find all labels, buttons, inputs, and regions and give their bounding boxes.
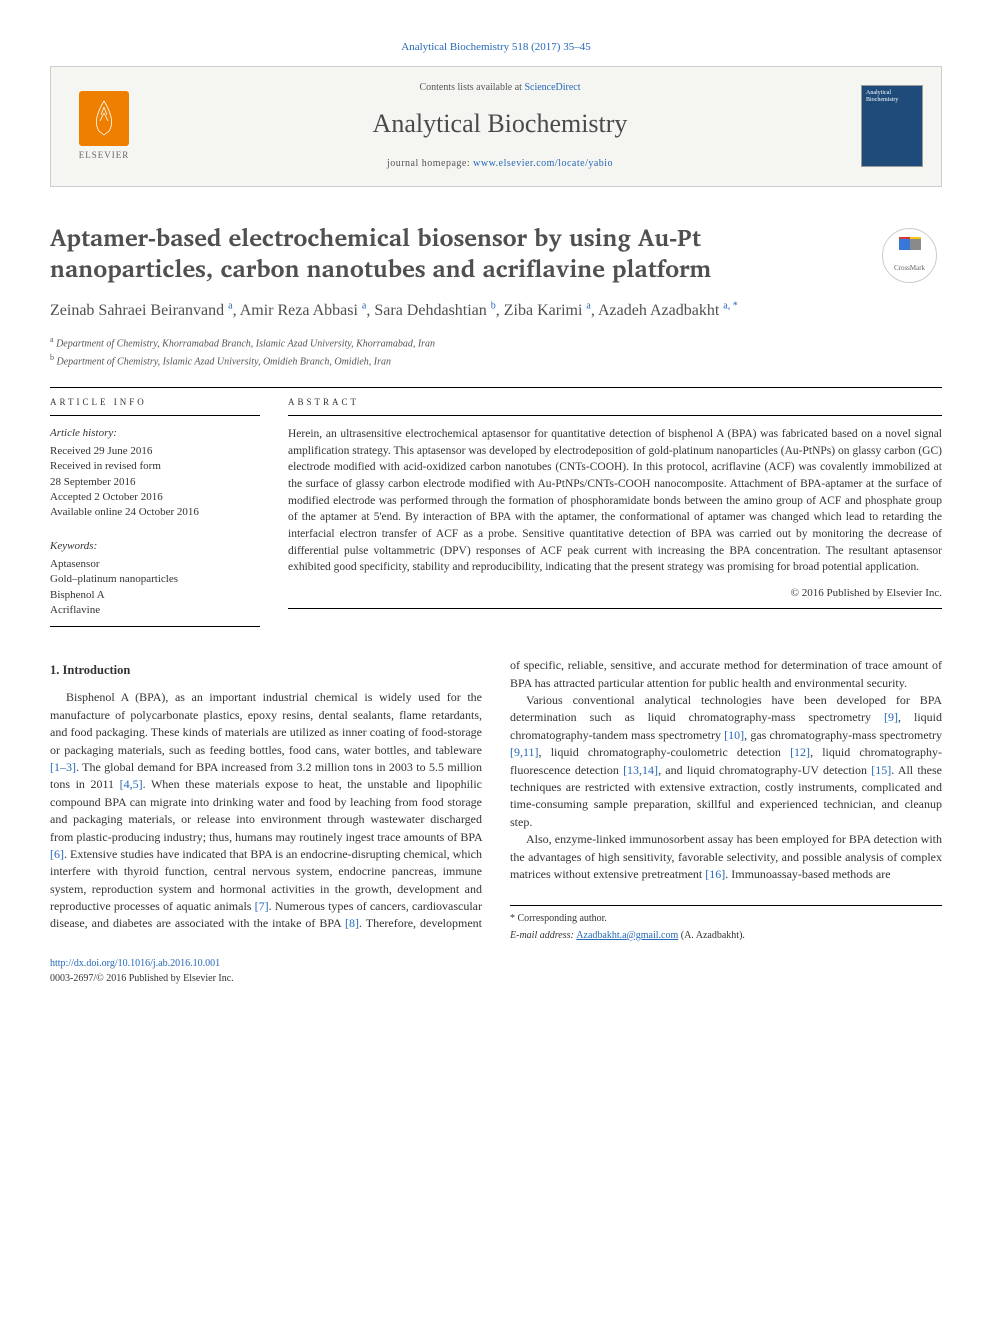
section-1-heading: 1. Introduction [50,661,482,679]
abstract-text: Herein, an ultrasensitive electrochemica… [288,426,942,576]
history-label: Article history: [50,426,260,442]
abstract-column: ABSTRACT Herein, an ultrasensitive elect… [288,396,942,627]
body-paragraph-3: Also, enzyme-linked immunosorbent assay … [510,831,942,883]
authors-list: Zeinab Sahraei Beiranvand a, Amir Reza A… [50,299,942,322]
copyright-line: © 2016 Published by Elsevier Inc. [288,586,942,602]
doi-link[interactable]: http://dx.doi.org/10.1016/j.ab.2016.10.0… [50,958,220,969]
reference-link[interactable]: [15] [871,763,891,777]
cover-title-text: Analytical Biochemistry [866,90,918,104]
journal-header-box: ELSEVIER Contents lists available at Sci… [50,66,942,187]
sciencedirect-link[interactable]: ScienceDirect [524,82,580,93]
email-author: (A. Azadbakht). [678,930,745,941]
history-item: Received in revised form [50,459,260,474]
crossmark-badge[interactable]: CrossMark [882,228,937,283]
contents-available-line: Contents lists available at ScienceDirec… [154,81,846,96]
reference-link[interactable]: [16] [705,867,725,881]
corresponding-author-footer: * Corresponding author. E-mail address: … [510,905,942,943]
keyword-item: Acriflavine [50,603,260,618]
corresponding-email-link[interactable]: Azadbakht.a@gmail.com [576,930,678,941]
crossmark-icon [899,239,921,261]
email-label: E-mail address: [510,930,576,941]
divider [288,608,942,609]
reference-link[interactable]: [1–3] [50,760,76,774]
keywords-label: Keywords: [50,539,260,555]
citation-line: Analytical Biochemistry 518 (2017) 35–45 [50,40,942,56]
elsevier-label: ELSEVIER [79,149,130,162]
keyword-item: Bisphenol A [50,588,260,603]
reference-link[interactable]: [8] [345,916,359,930]
crossmark-label: CrossMark [894,263,925,273]
journal-cover-thumb[interactable]: Analytical Biochemistry [861,85,923,167]
reference-link[interactable]: [6] [50,847,64,861]
issn-line: 0003-2697/© 2016 Published by Elsevier I… [50,972,942,987]
keyword-item: Gold–platinum nanoparticles [50,572,260,587]
reference-link[interactable]: [9] [884,710,898,724]
reference-link[interactable]: [4,5] [120,777,143,791]
history-item: 28 September 2016 [50,475,260,490]
article-info-column: ARTICLE INFO Article history: Received 2… [50,396,260,627]
article-title: Aptamer-based electrochemical biosensor … [50,222,942,284]
corresponding-author-line: * Corresponding author. [510,912,942,927]
affiliations: a Department of Chemistry, Khorramabad B… [50,334,942,369]
homepage-line: journal homepage: www.elsevier.com/locat… [154,157,846,172]
reference-link[interactable]: [13,14] [623,763,658,777]
doi-line: http://dx.doi.org/10.1016/j.ab.2016.10.0… [50,957,942,972]
elsevier-logo[interactable]: ELSEVIER [69,86,139,166]
article-body: 1. Introduction Bisphenol A (BPA), as an… [50,657,942,943]
homepage-link[interactable]: www.elsevier.com/locate/yabio [473,158,613,169]
body-paragraph-2: Various conventional analytical technolo… [510,692,942,831]
abstract-label: ABSTRACT [288,396,942,416]
reference-link[interactable]: [12] [790,745,810,759]
reference-link[interactable]: [9,11] [510,745,539,759]
history-item: Accepted 2 October 2016 [50,490,260,505]
affiliation-b: Department of Chemistry, Islamic Azad Un… [57,356,392,367]
history-item: Available online 24 October 2016 [50,505,260,520]
divider [50,387,942,388]
journal-title: Analytical Biochemistry [154,105,846,143]
reference-link[interactable]: [10] [724,728,744,742]
affiliation-a: Department of Chemistry, Khorramabad Bra… [56,339,435,350]
reference-link[interactable]: [7] [255,899,269,913]
history-item: Received 29 June 2016 [50,444,260,459]
keyword-item: Aptasensor [50,557,260,572]
article-info-label: ARTICLE INFO [50,396,260,416]
elsevier-tree-icon [79,91,129,146]
